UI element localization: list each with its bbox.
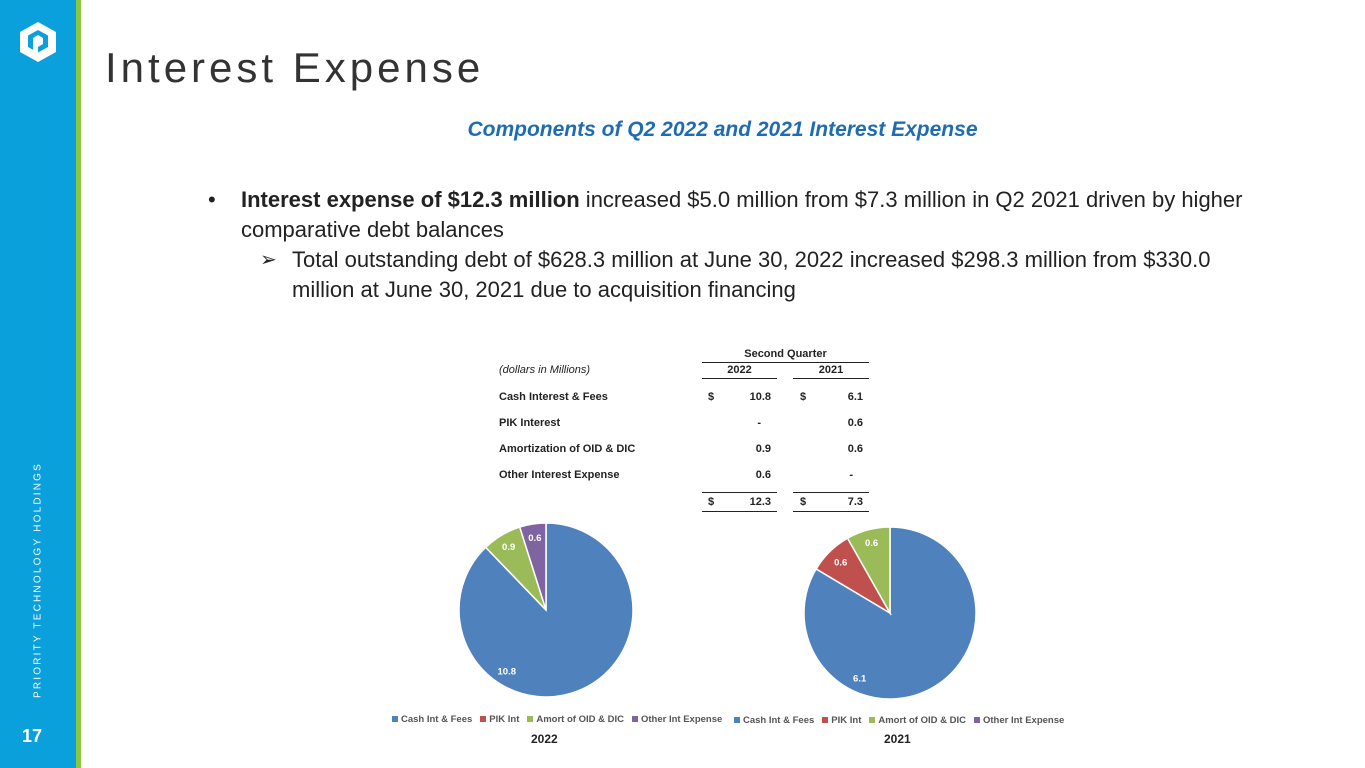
arrow-bullet-icon: ➢ [260, 249, 277, 271]
value-2022: 0.9 [755, 443, 771, 455]
value-2022: 10.8 [749, 391, 771, 403]
units-note: (dollars in Millions) [499, 364, 591, 376]
pie-data-label: 6.1 [853, 674, 867, 685]
legend-entry: Cash Int & Fees [734, 715, 814, 726]
value-2022: - [757, 417, 761, 429]
pie-data-label: 10.8 [498, 667, 517, 678]
sub-bullet-text: Total outstanding debt of $628.3 million… [292, 247, 1211, 302]
total-overline-2022 [702, 492, 777, 493]
value-2022: 0.6 [755, 469, 771, 481]
pie-data-label: 0.6 [865, 538, 878, 549]
pie-chart-2021: 6.1 0.6 0.6 [803, 526, 977, 700]
col-underline-2021 [793, 378, 869, 379]
pie-data-label: 0.6 [834, 558, 847, 569]
sidebar-accent-stripe [76, 0, 81, 768]
table-row: Other Interest Expense 0.6 - [495, 469, 875, 483]
pie-data-label: 0.9 [502, 542, 515, 553]
legend-entry: PIK Int [480, 714, 519, 725]
currency-symbol: $ [800, 391, 807, 403]
row-label: Cash Interest & Fees [499, 391, 608, 403]
section-subtitle: Components of Q2 2022 and 2021 Interest … [467, 118, 978, 141]
total-2022: 12.3 [749, 496, 771, 508]
legend-swatch [869, 717, 876, 724]
row-label: Other Interest Expense [499, 469, 620, 481]
sidebar: PRIORITY TECHNOLOGY HOLDINGS 17 [0, 0, 76, 768]
pie-slice-cash-int-fees [803, 526, 977, 700]
bullet-dot-icon: • [208, 187, 216, 212]
sub-bullet-item: ➢ Total outstanding debt of $628.3 milli… [208, 245, 1268, 305]
currency-symbol: $ [800, 496, 807, 508]
value-2021: 0.6 [847, 443, 863, 455]
legend-label: Cash Int & Fees [401, 714, 473, 725]
pie-legend-2022: Cash Int & Fees PIK Int Amort of OID & DIC… [392, 714, 730, 725]
currency-symbol: $ [708, 391, 715, 403]
pie-slice-other-int-expense [518, 522, 547, 611]
pie-slice-amort-of-oid-dic [846, 526, 891, 616]
legend-label: Other Int Expense [640, 714, 723, 725]
header-underline [702, 362, 869, 363]
company-name-vertical: PRIORITY TECHNOLOGY HOLDINGS [32, 461, 44, 699]
legend-swatch [527, 716, 534, 723]
currency-symbol: $ [708, 496, 715, 508]
value-2021: 0.6 [847, 417, 863, 429]
table-row: Amortization of OID & DIC 0.9 0.6 [495, 443, 875, 457]
table-header-row: (dollars in Millions) 2022 2021 [495, 364, 875, 378]
page-number: 17 [22, 726, 43, 746]
legend-label: PIK Int [489, 714, 520, 725]
value-2021: 6.1 [847, 391, 863, 403]
legend-swatch [480, 716, 487, 723]
row-label: PIK Interest [499, 417, 561, 429]
legend-entry: Amort of OID & DIC [527, 714, 624, 725]
legend-label: Cash Int & Fees [743, 715, 815, 726]
col-header-2021: 2021 [818, 364, 844, 376]
table-group-header: Second Quarter [744, 348, 827, 360]
legend-entry: Other Int Expense [973, 715, 1065, 726]
legend-label: Other Int Expense [982, 715, 1065, 726]
legend-swatch [631, 716, 638, 723]
value-2021: - [849, 469, 853, 481]
pie-title-2022: 2022 [531, 732, 558, 746]
table-row: PIK Interest - 0.6 [495, 417, 875, 431]
legend-entry: PIK Int [822, 715, 861, 726]
legend-swatch [734, 717, 740, 724]
company-logo-icon [20, 22, 56, 62]
row-label: Amortization of OID & DIC [499, 443, 636, 455]
legend-label: Amort of OID & DIC [536, 714, 624, 725]
legend-label: PIK Int [831, 715, 862, 726]
legend-entry: Amort of OID & DIC [869, 715, 966, 726]
table-row: Cash Interest & Fees $ 10.8 $ 6.1 [495, 391, 875, 405]
pie-title-2021: 2021 [884, 732, 911, 746]
legend-entry: Other Int Expense [631, 714, 723, 725]
table-total-row: $ 12.3 $ 7.3 [495, 496, 875, 510]
legend-swatch [392, 716, 398, 723]
legend-label: Amort of OID & DIC [878, 715, 966, 726]
pie-legend-2021: Cash Int & Fees PIK Int Amort of OID & DIC… [734, 715, 1072, 726]
total-overline-2021 [793, 492, 869, 493]
bullet-highlight: Interest expense of $12.3 million [241, 187, 580, 212]
bullet-list: • Interest expense of $12.3 million incr… [208, 185, 1268, 305]
bullet-text: increased $5.0 million from $7.3 million… [241, 187, 1243, 242]
total-2021: 7.3 [847, 496, 863, 508]
col-header-2022: 2022 [727, 364, 752, 376]
pie-chart-2022: 10.8 0.9 0.6 [458, 522, 634, 698]
total-underline-2022 [702, 511, 777, 512]
legend-swatch [973, 717, 980, 724]
total-underline-2021 [793, 511, 869, 512]
bullet-item: • Interest expense of $12.3 million incr… [208, 185, 1268, 245]
pie-data-label: 0.6 [528, 533, 541, 544]
legend-swatch [822, 717, 829, 724]
legend-entry: Cash Int & Fees [392, 714, 472, 725]
page-title: Interest Expense [105, 44, 485, 91]
col-underline-2022 [702, 378, 777, 379]
